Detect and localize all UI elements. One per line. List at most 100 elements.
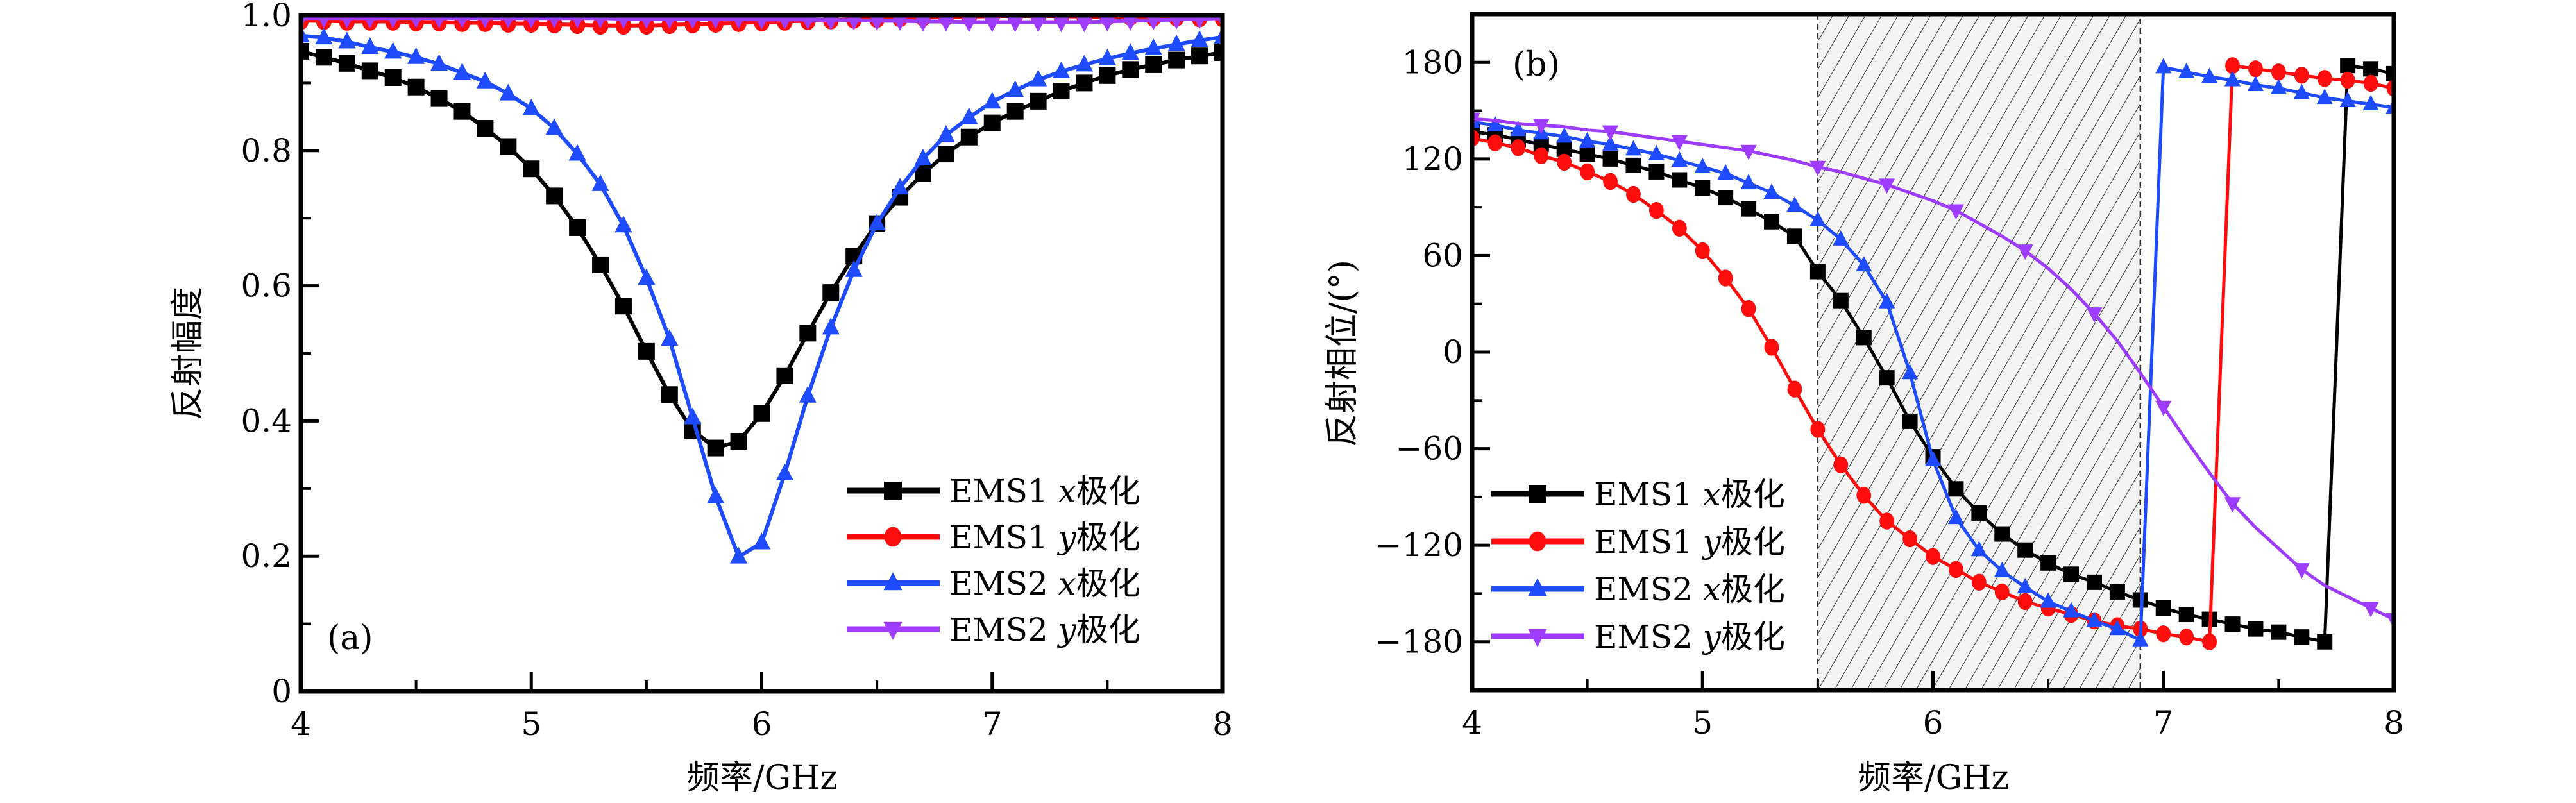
data-point bbox=[616, 15, 631, 29]
data-point bbox=[2109, 620, 2126, 636]
data-point bbox=[2017, 593, 2033, 611]
legend-item: EMS2 x极化 bbox=[1491, 571, 1785, 608]
data-point bbox=[407, 78, 425, 96]
data-point bbox=[1994, 583, 2010, 601]
data-point bbox=[1052, 61, 1071, 78]
legend-marker bbox=[1528, 578, 1547, 596]
data-point bbox=[1809, 160, 1826, 176]
data-point bbox=[754, 15, 770, 30]
panel-b-xlabel: 频率/GHz bbox=[1858, 759, 2009, 797]
data-point bbox=[1671, 135, 1688, 151]
data-point bbox=[983, 114, 1001, 131]
data-point bbox=[1740, 144, 1757, 160]
series-ems2-y bbox=[301, 15, 1223, 33]
legend-item: EMS2 x极化 bbox=[847, 565, 1140, 602]
legend-label: EMS1 x极化 bbox=[1594, 476, 1785, 513]
data-point bbox=[500, 138, 517, 155]
data-point bbox=[1075, 15, 1094, 33]
y-tick-label: 180 bbox=[1402, 44, 1463, 81]
data-point bbox=[2294, 629, 2310, 645]
data-point bbox=[960, 107, 978, 124]
data-point bbox=[1879, 178, 1895, 194]
data-point bbox=[1168, 51, 1185, 69]
legend-marker bbox=[1529, 531, 1546, 552]
data-point bbox=[1856, 256, 1872, 272]
data-point bbox=[592, 256, 609, 273]
data-point bbox=[1833, 456, 1849, 473]
data-point bbox=[2017, 244, 2033, 260]
data-point bbox=[1053, 83, 1070, 100]
data-point bbox=[800, 15, 815, 30]
data-point bbox=[2201, 67, 2218, 83]
panel-b-reflection-phase: 4 5 6 7 8 −180 −120 −60 0 60 120 180 (b) 频率/GHz 反射相… bbox=[1323, 12, 2404, 797]
data-point bbox=[2293, 563, 2310, 579]
data-point bbox=[2362, 95, 2379, 111]
data-point bbox=[1695, 180, 1711, 196]
data-point bbox=[1006, 80, 1024, 97]
panel-b-ylabel: 反射相位/(°) bbox=[1323, 260, 1362, 447]
data-point bbox=[1191, 47, 1208, 65]
legend-marker bbox=[1529, 485, 1546, 503]
data-point bbox=[1787, 380, 1802, 398]
data-point bbox=[1994, 561, 2010, 577]
legend-marker bbox=[1528, 629, 1547, 647]
data-point bbox=[1810, 421, 1826, 438]
data-point bbox=[1926, 548, 1940, 565]
x-tick-label: 5 bbox=[521, 706, 541, 743]
data-point bbox=[340, 15, 354, 28]
data-point bbox=[1006, 103, 1024, 120]
data-point bbox=[1076, 74, 1093, 92]
data-point bbox=[1625, 140, 1642, 156]
series-ems2-x bbox=[1472, 58, 2394, 647]
data-point bbox=[1029, 15, 1047, 33]
data-point bbox=[315, 28, 333, 45]
x-tick-label: 7 bbox=[2153, 704, 2174, 741]
data-point bbox=[569, 219, 586, 236]
data-point bbox=[384, 42, 402, 59]
y-tick-label: 0.6 bbox=[241, 267, 292, 305]
data-point bbox=[593, 15, 607, 28]
data-point bbox=[937, 124, 955, 142]
data-point bbox=[1949, 561, 1963, 578]
data-point bbox=[453, 103, 471, 120]
data-point bbox=[1122, 15, 1139, 31]
data-point bbox=[639, 15, 654, 29]
data-point bbox=[1971, 505, 1987, 521]
data-point bbox=[1534, 147, 1549, 165]
legend-label: EMS2 y极化 bbox=[949, 611, 1140, 648]
panel-b-legend: EMS1 x极化 EMS1 y极化 EMS2 x极化 EMS2 y极化 bbox=[1491, 476, 1785, 655]
data-point bbox=[937, 146, 954, 163]
data-point bbox=[1602, 125, 1619, 141]
data-point bbox=[1718, 269, 1733, 287]
data-point bbox=[2363, 74, 2378, 92]
x-tick-label: 6 bbox=[1923, 704, 1944, 741]
data-point bbox=[2040, 555, 2056, 571]
data-point bbox=[1948, 481, 1964, 497]
data-point bbox=[1809, 264, 1826, 280]
data-point bbox=[476, 71, 495, 89]
data-point bbox=[2317, 70, 2332, 87]
data-point bbox=[499, 83, 517, 101]
series-ems2-x bbox=[301, 26, 1223, 564]
data-point bbox=[478, 15, 492, 28]
x-tick-label: 4 bbox=[291, 706, 311, 743]
data-point bbox=[776, 367, 793, 384]
data-point bbox=[409, 15, 423, 28]
x-tick-label: 8 bbox=[2384, 704, 2404, 741]
data-point bbox=[1625, 157, 1641, 173]
data-point bbox=[960, 15, 978, 33]
x-tick-label: 5 bbox=[1692, 704, 1713, 741]
data-point bbox=[892, 15, 908, 31]
data-point bbox=[2040, 592, 2056, 608]
data-point bbox=[1786, 228, 1802, 244]
data-point bbox=[1603, 173, 1618, 190]
data-point bbox=[1856, 487, 1872, 504]
data-point bbox=[430, 54, 448, 71]
data-point bbox=[2063, 602, 2080, 618]
data-point bbox=[729, 546, 748, 564]
data-point bbox=[570, 15, 584, 28]
data-point bbox=[614, 298, 632, 315]
y-tick-label: 120 bbox=[1402, 140, 1463, 178]
data-point bbox=[338, 31, 356, 49]
data-point bbox=[2271, 63, 2286, 81]
